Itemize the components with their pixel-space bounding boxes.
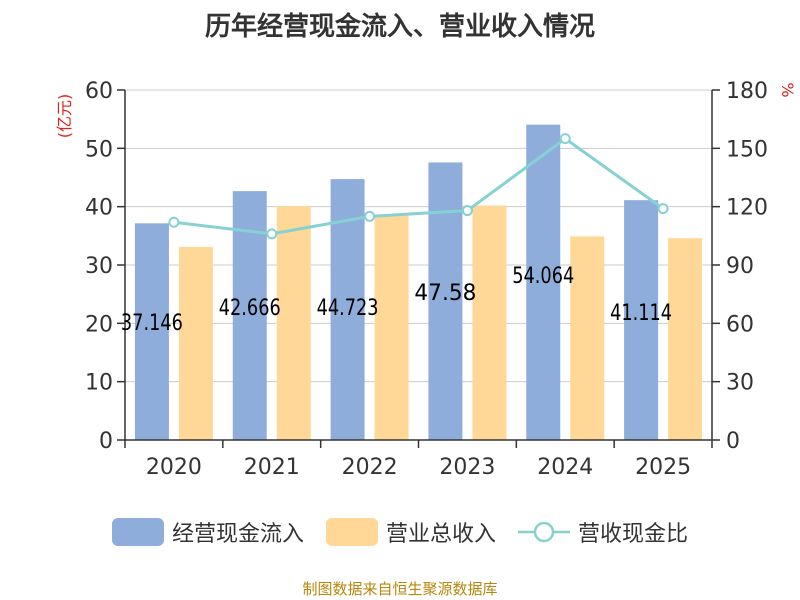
bar-revenue bbox=[276, 206, 311, 440]
legend-swatch-ratio bbox=[518, 521, 570, 543]
ratio-line bbox=[173, 136, 664, 236]
y-right-tick-label: 60 bbox=[726, 312, 754, 337]
data-label-cash-inflow: 54.064 bbox=[512, 264, 574, 289]
y-right-tick-label: 30 bbox=[726, 371, 754, 396]
legend: 经营现金流入 营业总收入 营收现金比 bbox=[0, 516, 800, 548]
ratio-point bbox=[266, 228, 278, 240]
source-footer: 制图数据来自恒生聚源数据库 bbox=[302, 580, 498, 598]
y-right-tick-label: 120 bbox=[726, 196, 768, 221]
ratio-point bbox=[461, 205, 473, 217]
bar-revenue bbox=[570, 236, 605, 440]
data-label-cash-inflow: 42.666 bbox=[219, 296, 281, 321]
legend-swatch-cash-inflow bbox=[111, 518, 164, 546]
legend-swatch-revenue bbox=[325, 518, 378, 546]
chart-title: 历年经营现金流入、营业收入情况 bbox=[204, 12, 595, 42]
bar-cash-inflow bbox=[428, 162, 463, 440]
legend-item-ratio[interactable]: 营收现金比 bbox=[518, 516, 688, 548]
legend-label-cash-inflow: 经营现金流入 bbox=[171, 522, 304, 547]
bar-cash-inflow bbox=[624, 200, 659, 440]
data-label-cash-inflow: 37.146 bbox=[121, 311, 183, 336]
ratio-point bbox=[657, 203, 669, 215]
x-tick-label: 2023 bbox=[439, 455, 495, 480]
ratio-point bbox=[364, 210, 376, 222]
y-left-tick-label: 40 bbox=[85, 196, 113, 221]
y-right-tick-label: 180 bbox=[726, 79, 768, 104]
data-label-cash-inflow: 41.114 bbox=[610, 301, 672, 326]
bar-revenue bbox=[374, 215, 409, 440]
y-left-tick-label: 20 bbox=[85, 312, 113, 337]
legend-label-revenue: 营业总收入 bbox=[385, 522, 496, 547]
legend-item-cash-inflow[interactable]: 经营现金流入 bbox=[111, 516, 304, 548]
x-tick-label: 2025 bbox=[635, 455, 691, 480]
ratio-point bbox=[168, 216, 180, 228]
y-right-tick-label: 0 bbox=[726, 429, 740, 454]
y-left-tick-label: 30 bbox=[85, 254, 113, 279]
ratio-point bbox=[559, 133, 571, 145]
x-tick-label: 2024 bbox=[537, 455, 593, 480]
y-left-axis-label: (亿元) bbox=[55, 94, 74, 139]
bar-cash-inflow bbox=[134, 223, 169, 440]
data-label-cash-inflow: 44.723 bbox=[317, 296, 379, 321]
bar-revenue bbox=[178, 246, 213, 440]
bar-revenue bbox=[472, 205, 507, 440]
x-tick-label: 2020 bbox=[146, 455, 202, 480]
bar-cash-inflow bbox=[526, 124, 561, 441]
y-left-tick-label: 0 bbox=[99, 429, 113, 454]
y-right-tick-label: 90 bbox=[726, 254, 754, 279]
bar-revenue bbox=[668, 238, 703, 440]
x-tick-label: 2022 bbox=[342, 455, 398, 480]
legend-item-revenue[interactable]: 营业总收入 bbox=[325, 516, 496, 548]
y-left-tick-label: 50 bbox=[85, 137, 113, 162]
y-right-axis-label: % bbox=[778, 82, 797, 97]
y-right-tick-label: 150 bbox=[726, 137, 768, 162]
legend-label-ratio: 营收现金比 bbox=[578, 522, 689, 547]
y-left-tick-label: 60 bbox=[85, 79, 113, 104]
x-tick-label: 2021 bbox=[244, 455, 300, 480]
data-label-cash-inflow: 47.58 bbox=[414, 281, 476, 306]
y-left-tick-label: 10 bbox=[85, 371, 113, 396]
